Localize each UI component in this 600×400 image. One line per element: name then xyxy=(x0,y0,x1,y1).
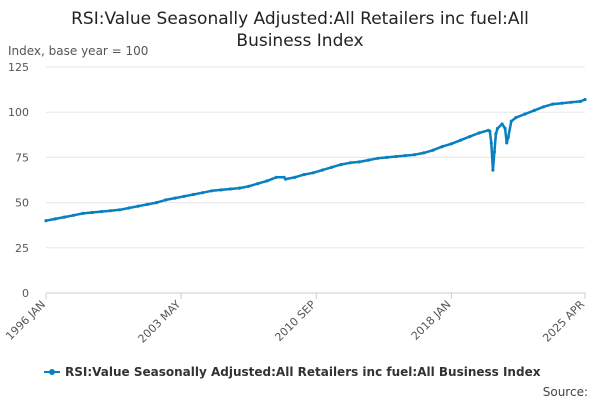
data-point xyxy=(468,135,472,139)
data-point xyxy=(503,126,507,131)
data-point xyxy=(330,165,334,169)
data-point xyxy=(495,126,500,131)
data-point xyxy=(459,138,463,142)
data-point xyxy=(560,101,564,105)
y-axis-unit-label: Index, base year = 100 xyxy=(8,44,149,58)
series-line xyxy=(44,98,587,222)
series-layer xyxy=(44,97,587,223)
data-point xyxy=(366,158,371,162)
source-label: Source: xyxy=(542,385,588,399)
data-point xyxy=(44,219,48,223)
data-point xyxy=(376,156,380,160)
data-point xyxy=(237,186,242,190)
axis-layer: 0 25 50 75 100 125 1996 JAN 2003 MAY 2010 SEP 201… xyxy=(3,61,587,346)
data-point xyxy=(489,141,493,145)
data-point xyxy=(164,198,168,202)
data-point xyxy=(488,129,492,133)
data-point xyxy=(583,97,587,102)
y-tick-label: 50 xyxy=(15,197,29,210)
data-point xyxy=(431,148,435,152)
data-point xyxy=(569,100,573,104)
data-point xyxy=(62,215,66,219)
legend-label: RSI:Value Seasonally Adjusted:All Retail… xyxy=(65,365,541,379)
legend-point-marker xyxy=(49,369,55,375)
chart-title: RSI:Value Seasonally Adjusted:All Retail… xyxy=(71,9,529,51)
data-point xyxy=(201,191,205,195)
data-point xyxy=(541,105,546,109)
grid-layer xyxy=(46,66,585,294)
data-point xyxy=(514,116,518,120)
data-point xyxy=(228,187,232,191)
data-point xyxy=(551,102,555,106)
data-point xyxy=(339,163,343,167)
data-point xyxy=(348,161,352,165)
x-tick-label: 2003 MAY xyxy=(136,298,184,346)
data-point xyxy=(293,175,297,179)
data-point xyxy=(403,154,407,158)
y-tick-label: 75 xyxy=(15,151,29,164)
data-point xyxy=(357,160,361,164)
x-tick-label: 1996 JAN xyxy=(3,298,48,343)
data-point xyxy=(173,196,177,200)
data-point xyxy=(145,202,149,206)
x-tick-label: 2018 JAN xyxy=(409,298,454,343)
data-point xyxy=(385,155,389,159)
data-point xyxy=(500,122,504,126)
data-point xyxy=(394,154,398,159)
data-point xyxy=(320,168,324,172)
data-point xyxy=(311,171,315,175)
data-point xyxy=(191,192,195,197)
data-point xyxy=(449,142,453,146)
data-point xyxy=(210,189,214,193)
data-point xyxy=(491,168,495,172)
y-tick-label: 25 xyxy=(15,242,29,255)
data-point xyxy=(136,204,140,208)
x-tick-label: 2025 APR xyxy=(540,298,587,345)
data-point xyxy=(506,135,510,140)
data-point xyxy=(578,99,583,103)
data-point xyxy=(99,210,103,214)
data-point xyxy=(247,184,251,188)
data-point xyxy=(532,108,536,112)
data-point xyxy=(265,179,269,183)
y-tick-label: 100 xyxy=(8,106,29,119)
data-point xyxy=(219,188,223,192)
legend[interactable]: RSI:Value Seasonally Adjusted:All Retail… xyxy=(44,365,541,379)
data-point xyxy=(302,173,306,177)
data-point xyxy=(509,119,513,123)
data-point xyxy=(72,213,76,217)
data-point xyxy=(81,211,85,215)
x-tick-label: 2010 SEP xyxy=(272,298,318,344)
data-point xyxy=(90,210,94,215)
data-point xyxy=(284,177,288,181)
data-point xyxy=(440,145,444,149)
data-point xyxy=(108,209,113,213)
data-point xyxy=(118,208,122,212)
data-point xyxy=(412,153,417,157)
data-point xyxy=(422,151,426,155)
data-point xyxy=(256,182,260,186)
data-point xyxy=(523,112,527,116)
data-point xyxy=(505,141,509,145)
data-point xyxy=(127,206,131,210)
y-tick-label: 125 xyxy=(8,61,29,74)
data-point xyxy=(182,194,186,198)
data-point xyxy=(155,201,159,205)
y-tick-label: 0 xyxy=(22,287,29,300)
data-point xyxy=(53,217,57,221)
data-point xyxy=(274,175,278,179)
data-point xyxy=(494,132,498,136)
data-point xyxy=(492,150,496,154)
data-point xyxy=(477,131,481,135)
